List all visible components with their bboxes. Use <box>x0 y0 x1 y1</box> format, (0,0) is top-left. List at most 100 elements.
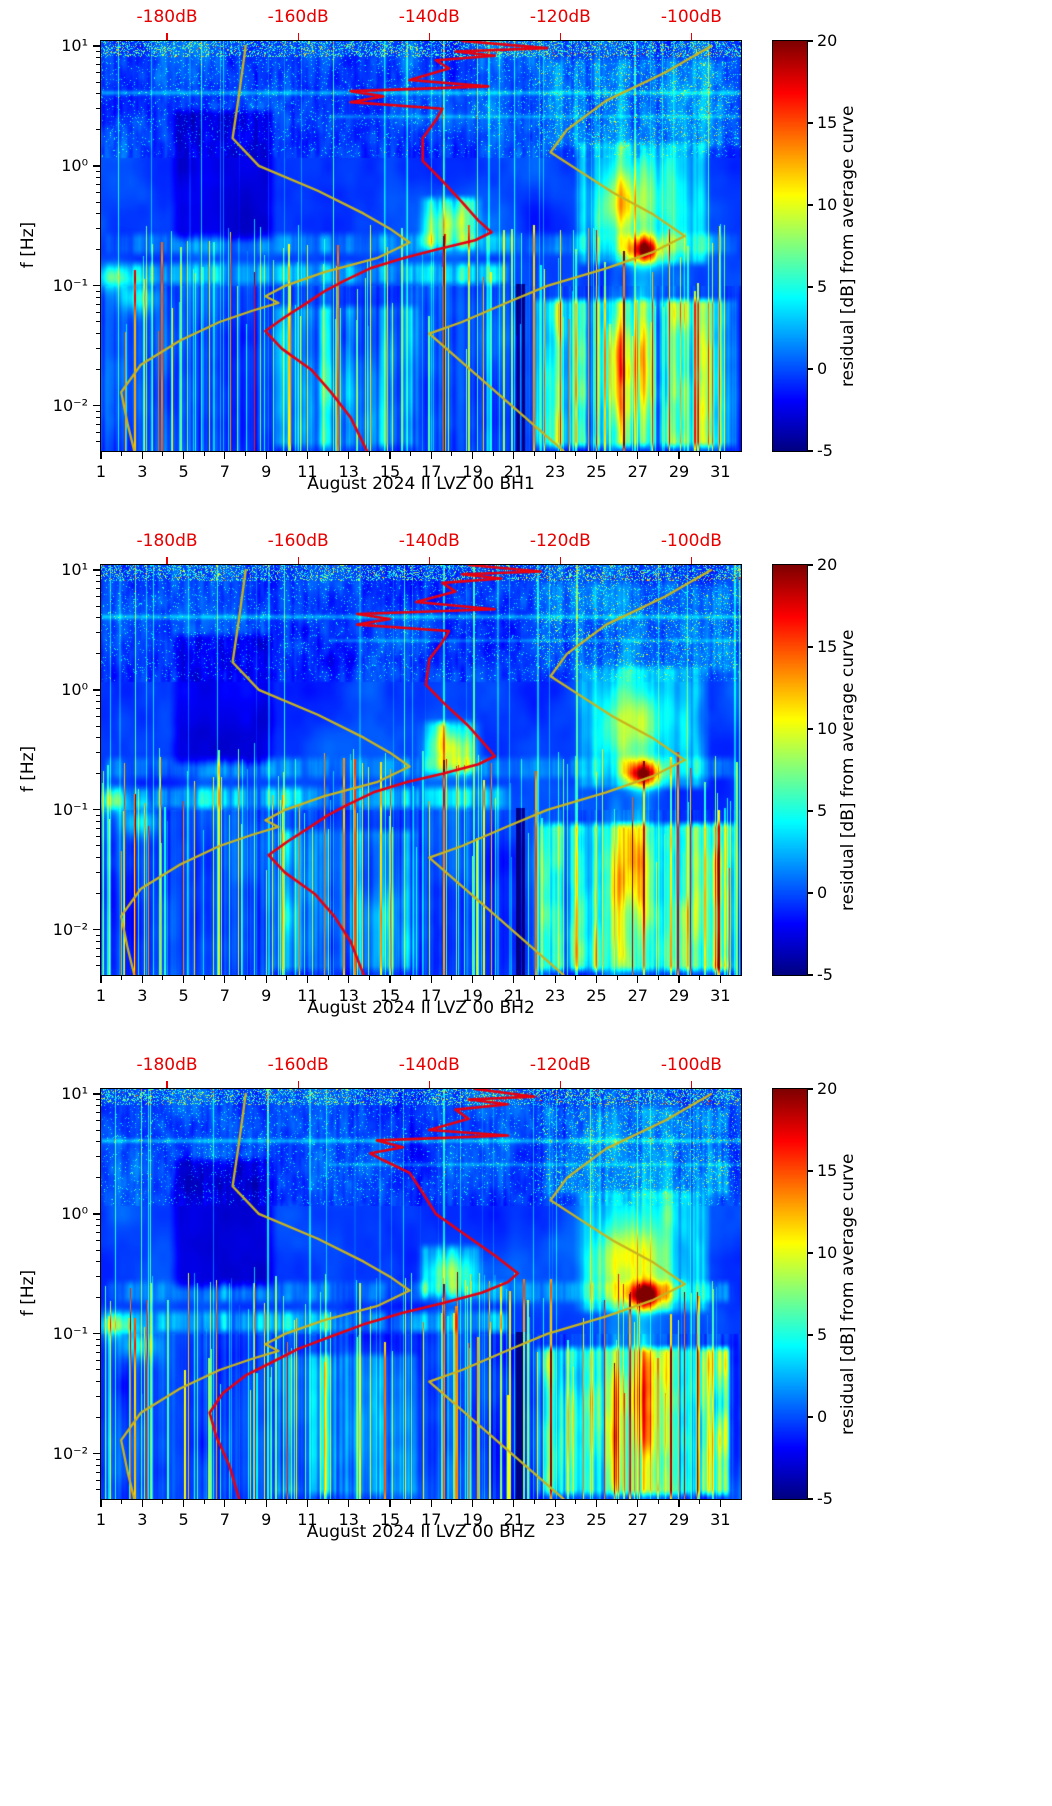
x-minor-tick <box>327 1500 329 1504</box>
colorbar-tick <box>808 204 813 206</box>
colorbar-tick <box>808 368 813 370</box>
y-tick-label: 10¹ <box>61 35 88 55</box>
x-minor-tick <box>286 452 288 456</box>
top-axis-label: -120dB <box>529 7 591 27</box>
x-tick <box>265 452 267 459</box>
x-tick <box>595 452 598 459</box>
colorbar-tick <box>808 450 813 452</box>
colorbar-tick <box>808 1252 813 1254</box>
x-tick <box>306 976 309 983</box>
colorbar-label: residual [dB] from average curve <box>838 629 858 911</box>
y-tick <box>93 1453 100 1455</box>
x-minor-tick <box>699 976 701 980</box>
y-tick <box>93 1333 100 1335</box>
x-axis-label: August 2024 II LVZ 00 BH1 <box>307 474 535 494</box>
x-tick <box>719 1500 721 1507</box>
x-tick <box>678 976 680 983</box>
x-minor-tick <box>616 452 618 456</box>
top-axis-tick <box>428 33 430 40</box>
x-minor-tick <box>451 976 453 980</box>
colorbar-tick <box>808 646 813 648</box>
top-axis-label: -160dB <box>267 531 329 551</box>
x-minor-tick <box>616 976 618 980</box>
colorbar-label: residual [dB] from average curve <box>838 1153 858 1435</box>
x-minor-tick <box>534 1500 536 1504</box>
top-axis-label: -100dB <box>660 531 722 551</box>
x-tick-label: 27 <box>627 1510 648 1529</box>
x-minor-tick <box>575 1500 577 1504</box>
y-axis-label: f [Hz] <box>18 221 38 269</box>
colorbar-tick <box>808 286 813 288</box>
x-minor-tick <box>162 976 164 980</box>
top-axis-label: -100dB <box>660 7 722 27</box>
x-minor-tick <box>534 452 536 456</box>
x-minor-tick <box>699 1500 701 1504</box>
colorbar-tick <box>808 40 813 42</box>
x-tick <box>513 976 515 983</box>
x-tick <box>224 452 226 459</box>
y-tick <box>93 165 100 167</box>
x-tick <box>389 976 391 983</box>
x-tick-label: 1 <box>95 462 107 481</box>
x-tick-label: 29 <box>668 986 690 1005</box>
x-minor-tick <box>451 452 453 456</box>
top-axis-tick <box>166 33 168 40</box>
x-tick <box>637 976 639 983</box>
x-tick <box>182 452 185 459</box>
x-minor-tick <box>410 976 412 980</box>
x-tick <box>472 976 474 983</box>
top-axis-tick <box>428 557 430 564</box>
y-tick-label: 10⁻² <box>52 919 88 939</box>
top-axis-tick <box>559 33 561 40</box>
top-axis-tick <box>690 33 693 40</box>
x-tick <box>513 452 515 459</box>
y-tick-label: 10⁰ <box>61 679 88 699</box>
x-minor-tick <box>245 976 247 980</box>
y-tick-label: 10⁻¹ <box>52 275 88 295</box>
y-tick-label: 10⁰ <box>61 1203 88 1223</box>
x-minor-tick <box>575 976 577 980</box>
x-tick <box>141 976 143 983</box>
x-tick <box>141 1500 143 1507</box>
x-tick-label: 5 <box>178 986 189 1005</box>
x-tick <box>554 976 556 983</box>
top-axis-label: -180dB <box>136 7 198 27</box>
top-axis-tick <box>690 1081 693 1088</box>
x-tick-label: 3 <box>137 462 148 481</box>
y-tick <box>93 689 100 691</box>
x-tick <box>554 1500 556 1507</box>
x-minor-tick <box>616 1500 618 1504</box>
x-minor-tick <box>286 1500 288 1504</box>
y-tick-label: 10⁻² <box>52 1443 88 1463</box>
colorbar-tick <box>808 122 813 124</box>
top-axis-tick <box>559 1081 561 1088</box>
x-tick <box>224 976 226 983</box>
top-axis-label: -180dB <box>136 531 198 551</box>
top-axis-label: -180dB <box>136 1055 198 1075</box>
x-tick <box>100 976 102 983</box>
colorbar-bh1 <box>772 40 808 452</box>
x-tick <box>637 452 639 459</box>
x-tick-label: 5 <box>178 1510 189 1529</box>
x-tick <box>141 452 143 459</box>
x-minor-tick <box>203 976 205 980</box>
colorbar-bh2 <box>772 564 808 976</box>
x-minor-tick <box>410 452 412 456</box>
top-axis-label: -120dB <box>529 531 591 551</box>
top-axis-tick <box>559 557 561 564</box>
top-axis-tick <box>297 1081 299 1088</box>
x-axis-label: August 2024 II LVZ 00 BH2 <box>307 998 535 1018</box>
x-tick <box>595 1500 598 1507</box>
y-tick-label: 10¹ <box>61 1083 88 1103</box>
x-tick <box>678 1500 680 1507</box>
x-tick <box>389 452 391 459</box>
x-tick <box>430 452 432 459</box>
x-minor-tick <box>410 1500 412 1504</box>
top-axis-tick <box>297 557 299 564</box>
x-tick-label: 27 <box>627 462 648 481</box>
y-tick-label: 10⁻¹ <box>52 1323 88 1343</box>
x-tick <box>348 1500 350 1507</box>
colorbar-tick <box>808 728 813 730</box>
x-minor-tick <box>121 452 123 456</box>
spectrogram-canvas-bhz <box>100 1088 742 1500</box>
